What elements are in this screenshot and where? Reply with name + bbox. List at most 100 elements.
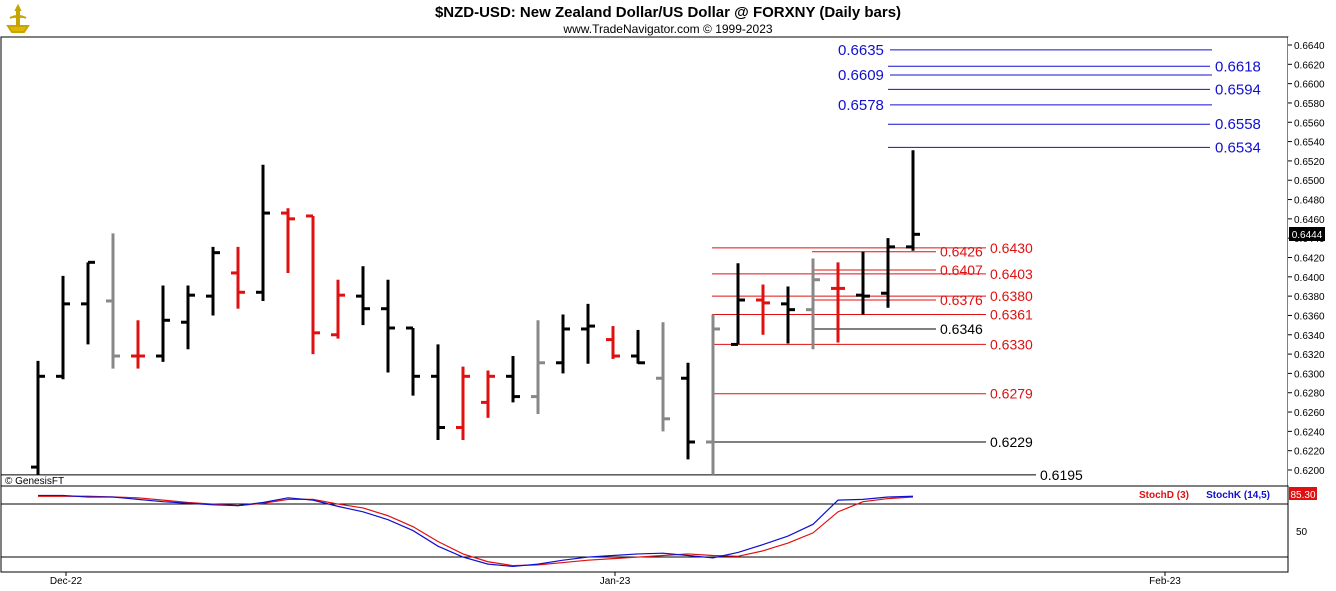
- y-tick-label: 0.6560: [1294, 118, 1325, 129]
- ohlc-bar: [581, 303, 595, 364]
- ohlc-bar: [431, 344, 445, 441]
- ohlc-bar: [281, 208, 295, 273]
- y-tick-label: 0.6520: [1294, 157, 1325, 168]
- chart-title: $NZD-USD: New Zealand Dollar/US Dollar @…: [435, 4, 901, 21]
- y-tick-label: 0.6480: [1294, 196, 1325, 207]
- black-level-label: 0.6346: [940, 321, 983, 337]
- y-tick-label: 0.6360: [1294, 311, 1325, 322]
- stoch-k-label: StochK (14,5): [1206, 490, 1270, 501]
- blue-level-label: 0.6558: [1215, 116, 1261, 133]
- price-axis: 0.6640 0.6620 0.6600 0.6580 0.6560 0.6540 0.65…: [1288, 41, 1325, 477]
- stoch-value-box: [1289, 487, 1317, 500]
- ohlc-bar: [31, 360, 45, 475]
- ohlc-bar: [906, 150, 920, 251]
- y-tick-label: 0.6640: [1294, 41, 1325, 52]
- x-label-feb: Feb-23: [1149, 576, 1181, 587]
- ohlc-bar: [56, 275, 70, 380]
- ohlc-bar: [531, 320, 545, 414]
- y-tick-label: 0.6400: [1294, 273, 1325, 284]
- ohlc-bar: [406, 326, 420, 396]
- ohlc-bar: [831, 262, 845, 343]
- y-tick-label: 0.6240: [1294, 427, 1325, 438]
- red-level-label: 0.6426: [940, 244, 983, 260]
- ohlc-bar: [731, 263, 745, 346]
- ohlc-bar: [681, 362, 695, 460]
- y-tick-label: 0.6460: [1294, 215, 1325, 226]
- red-level-label: 0.6407: [940, 262, 983, 278]
- stochastic-panel: [0, 485, 1289, 573]
- ohlc-bar: [231, 246, 245, 309]
- ohlc-bar: [381, 279, 395, 373]
- ohlc-bar: [106, 233, 120, 369]
- ohlc-bar: [181, 285, 195, 350]
- stoch-d-label: StochD (3): [1139, 490, 1189, 501]
- genesis-copyright: © GenesisFT: [5, 476, 64, 487]
- stoch-d-line: [38, 495, 914, 567]
- trade-navigator-logo: [4, 2, 32, 34]
- black-level-label: 0.6195: [1040, 467, 1083, 483]
- y-tick-label: 0.6320: [1294, 350, 1325, 361]
- ohlc-bar: [356, 266, 370, 326]
- ohlc-bar: [81, 260, 95, 345]
- y-tick-label: 0.6340: [1294, 331, 1325, 342]
- blue-level-label: 0.6618: [1215, 58, 1261, 75]
- ohlc-bar: [481, 370, 495, 418]
- stochastic-lines: [38, 494, 914, 568]
- blue-level-label: 0.6594: [1215, 81, 1261, 98]
- ohlc-bar: [856, 251, 870, 315]
- ohlc-bar: [656, 322, 670, 432]
- y-tick-label: 0.6300: [1294, 369, 1325, 380]
- ohlc-bar: [631, 329, 645, 365]
- y-tick-label: 0.6280: [1294, 389, 1325, 400]
- y-tick-label: 0.6620: [1294, 60, 1325, 71]
- red-level-label: 0.6330: [990, 336, 1033, 352]
- blue-level-label: 0.6578: [838, 97, 884, 114]
- y-tick-label: 0.6200: [1294, 466, 1325, 477]
- ohlc-bar: [131, 320, 145, 369]
- ohlc-bar: [881, 238, 895, 308]
- ohlc-bar: [706, 314, 720, 475]
- red-level-label: 0.6279: [990, 386, 1033, 402]
- ohlc-bar: [156, 285, 170, 362]
- y-tick-label: 0.6260: [1294, 408, 1325, 419]
- black-level-label: 0.6229: [990, 434, 1033, 450]
- y-tick-label: 0.6600: [1294, 80, 1325, 91]
- ohlc-bar: [781, 286, 795, 344]
- y-tick-label: 0.6220: [1294, 447, 1325, 458]
- ohlc-bars: [31, 150, 920, 475]
- ohlc-bar: [456, 366, 470, 441]
- stoch-k-line: [38, 494, 914, 568]
- ohlc-bar: [206, 246, 220, 316]
- ohlc-bar: [306, 214, 320, 355]
- y-tick-label: 0.6540: [1294, 138, 1325, 149]
- blue-level-label: 0.6635: [838, 42, 884, 59]
- ohlc-bar: [506, 356, 520, 403]
- red-level-label: 0.6361: [990, 306, 1033, 322]
- y-tick-label: 0.6500: [1294, 176, 1325, 187]
- ohlc-bar: [331, 279, 345, 339]
- ohlc-bar: [806, 258, 820, 350]
- last-price-box: [1289, 227, 1325, 241]
- red-level-label: 0.6403: [990, 266, 1033, 282]
- chart-subtitle: www.TradeNavigator.com © 1999-2023: [562, 22, 772, 36]
- ohlc-bar: [606, 326, 620, 359]
- ohlc-bar: [256, 164, 270, 301]
- red-level-label: 0.6430: [990, 240, 1033, 256]
- red-level-label: 0.6376: [940, 292, 983, 308]
- stoch-value-label: 85.30: [1290, 490, 1315, 501]
- y-tick-label: 0.6380: [1294, 292, 1325, 303]
- last-price-label: 0.6444: [1292, 230, 1323, 241]
- ohlc-bar: [556, 314, 570, 374]
- ohlc-bar: [756, 284, 770, 335]
- x-label-jan: Jan-23: [600, 576, 631, 587]
- blue-level-label: 0.6534: [1215, 139, 1261, 156]
- y-tick-label: 0.6580: [1294, 99, 1325, 110]
- y-tick-label: 0.6420: [1294, 254, 1325, 265]
- stoch-tick-50: 50: [1296, 527, 1308, 538]
- price-levels: 0.6635 0.6609 0.6578 0.6618 0.6594 0.6558 0.65…: [1, 42, 1261, 483]
- x-label-dec: Dec-22: [50, 576, 83, 587]
- blue-level-label: 0.6609: [838, 67, 884, 84]
- red-level-label: 0.6380: [990, 288, 1033, 304]
- price-panel: [0, 36, 1289, 487]
